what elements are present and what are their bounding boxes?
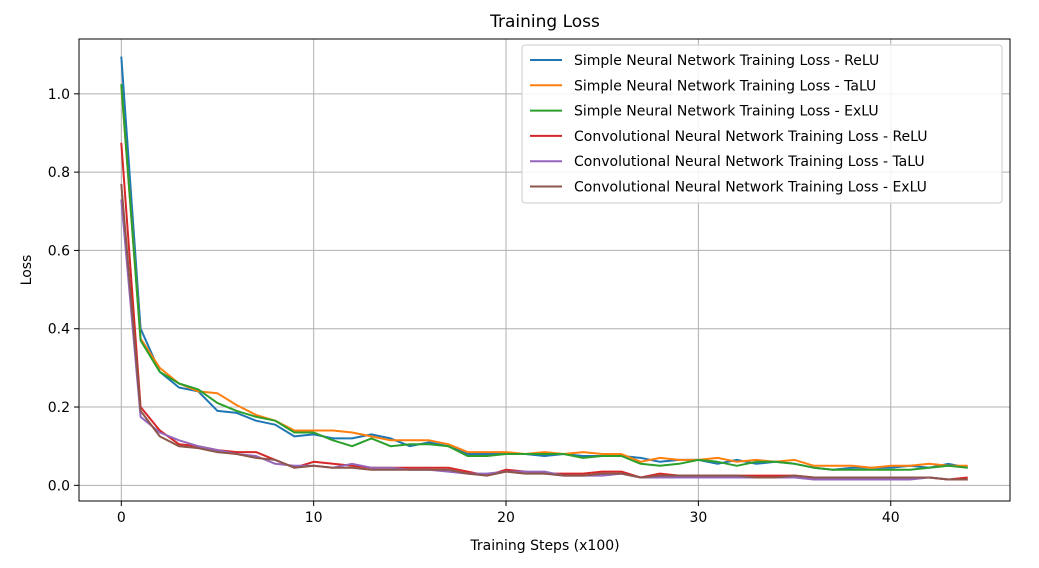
x-axis-label: Training Steps (x100) [469,538,619,554]
y-tick-label: 0.4 [48,322,70,338]
x-tick-label: 20 [497,510,515,526]
x-tick-label: 30 [689,510,707,526]
y-axis-label: Loss [19,255,35,286]
legend-label: Convolutional Neural Network Training Lo… [574,180,927,196]
x-tick-label: 40 [882,510,900,526]
y-tick-label: 0.8 [48,165,70,181]
y-tick-label: 0.6 [48,243,70,259]
legend-label: Simple Neural Network Training Loss - Ta… [574,78,876,94]
series-line-2 [120,85,968,469]
y-ticks: 0.0 0.2 0.4 0.6 0.8 1.0 [48,87,79,494]
y-tick-label: 0.2 [48,400,70,416]
legend-box [521,44,1003,204]
x-ticks: 0 10 20 30 40 [117,501,900,526]
legend-label: Simple Neural Network Training Loss - Re… [574,53,879,69]
y-tick-label: 1.0 [48,87,70,103]
legend-label: Simple Neural Network Training Loss - Ex… [574,104,879,120]
series-line-3 [120,83,968,471]
series-line-6 [120,183,968,481]
x-tick-label: 10 [305,510,323,526]
series-lines [120,56,968,481]
chart-title: Training Loss [489,12,600,32]
legend: Simple Neural Network Training Loss - Re… [521,44,1003,204]
y-tick-label: 0.0 [48,478,70,494]
x-tick-label: 0 [117,510,126,526]
legend-label: Convolutional Neural Network Training Lo… [574,129,928,145]
plot-frame [78,38,1011,502]
legend-label: Convolutional Neural Network Training Lo… [574,154,925,170]
